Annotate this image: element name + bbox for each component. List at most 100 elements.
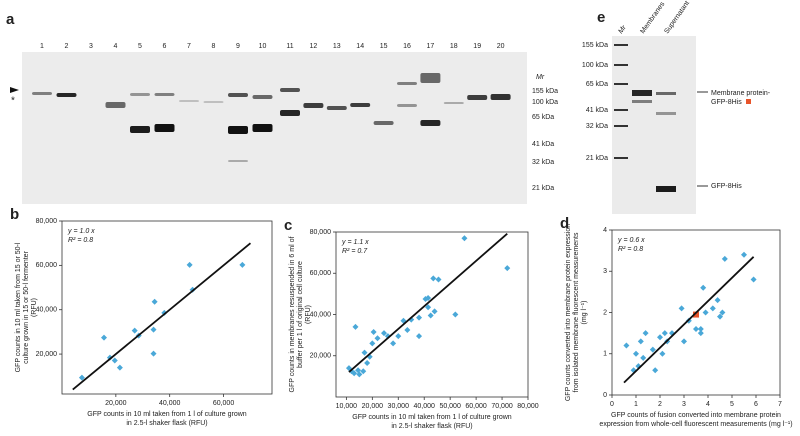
marker-label: 21 kDa	[532, 185, 554, 192]
plot-frame	[61, 220, 273, 395]
y-tick-label: 80,000	[310, 229, 332, 236]
x-tick-label: 5	[730, 401, 734, 408]
lane-label: 16	[403, 43, 411, 50]
gel-band	[656, 112, 676, 115]
x-tick-label: 40,000	[414, 403, 436, 410]
lane-label: 3	[89, 43, 93, 50]
y-tick-label: 0	[603, 392, 607, 399]
lane-label: 14	[356, 43, 364, 50]
point	[741, 251, 747, 258]
point	[717, 313, 723, 320]
point	[652, 367, 659, 374]
fit-line	[72, 242, 252, 391]
y-tick-label: 40,000	[36, 307, 58, 314]
point	[693, 326, 699, 332]
lane-label: 10	[259, 43, 267, 50]
gel-band	[154, 93, 175, 96]
x-tick-label: 3	[682, 401, 686, 408]
annotation: y = 1.1 x	[341, 239, 369, 246]
point	[361, 349, 368, 356]
point	[416, 333, 423, 340]
gel-band	[326, 106, 347, 110]
lane-label: 4	[114, 43, 118, 50]
gel-band	[228, 126, 248, 134]
gel-band	[420, 120, 441, 126]
panel-label: d	[560, 215, 569, 232]
point	[150, 326, 157, 333]
marker-label: 21 kDa	[586, 155, 608, 162]
point	[637, 338, 644, 345]
lane-label: Mr	[617, 24, 628, 35]
point	[381, 330, 387, 337]
gel-band	[303, 103, 324, 108]
panel-label: b	[10, 206, 19, 223]
y-tick-label: 4	[603, 227, 607, 234]
point	[370, 329, 377, 336]
marker-label: 100 kDa	[582, 62, 608, 69]
x-axis-label: GFP counts in 10 ml taken from 1 l of cu…	[352, 414, 511, 421]
point	[649, 346, 656, 353]
x-tick-label: 1	[634, 401, 638, 408]
point	[111, 357, 118, 364]
point	[697, 330, 704, 337]
lane-label: 19	[473, 43, 481, 50]
lane-label: 1	[40, 43, 44, 50]
y-axis-label: culture grown in 15 or 50-l fermenter	[23, 250, 30, 363]
point	[700, 284, 707, 291]
point	[390, 340, 397, 347]
x-tick-label: 50,000	[439, 403, 461, 410]
gel-band	[228, 160, 248, 162]
ladder-band	[614, 64, 628, 66]
lane-label: 6	[163, 43, 167, 50]
annotation: R² = 0.8	[68, 237, 93, 244]
point	[427, 312, 434, 319]
point	[425, 304, 432, 311]
y-tick-label: 2	[603, 309, 607, 316]
x-tick-label: 20,000	[362, 403, 384, 410]
gel-band	[252, 95, 273, 99]
point	[681, 338, 687, 345]
x-tick-label: 2	[658, 401, 662, 408]
marker-title: Mr	[536, 74, 545, 81]
annotation: y = 1.0 x	[67, 228, 95, 235]
marker-label: 41 kDa	[532, 141, 554, 148]
marker-label: 155 kDa	[532, 88, 558, 95]
point	[151, 298, 158, 305]
point	[356, 371, 363, 378]
x-tick-label: 70,000	[491, 403, 513, 410]
y-axis-label: from isolated membrane fluorescent measu…	[573, 232, 580, 392]
panel-label: e	[597, 9, 605, 26]
x-axis-label: in 2.5-l shaker flask (RFU)	[126, 420, 207, 427]
gel-band	[397, 104, 417, 107]
point	[101, 334, 107, 341]
x-tick-label: 80,000	[517, 403, 539, 410]
gel-band	[350, 103, 371, 107]
annotation: Membrane protein-	[711, 90, 771, 97]
point	[369, 340, 376, 347]
gel-band	[32, 92, 52, 95]
point	[360, 368, 367, 375]
gel-band	[130, 126, 150, 133]
gel-band	[130, 93, 150, 96]
x-axis-label: expression from whole-cell fluorescent m…	[599, 421, 792, 428]
lane-label: 5	[138, 43, 142, 50]
lane-label: 8	[212, 43, 216, 50]
marker-label: 32 kDa	[586, 123, 608, 130]
point	[416, 314, 423, 321]
marker-label: 65 kDa	[586, 81, 608, 88]
y-axis-label: GFP counts converted into membrane prote…	[565, 224, 572, 401]
point	[364, 359, 371, 366]
gel-band	[632, 100, 652, 103]
lane-label: 7	[187, 43, 191, 50]
point	[435, 276, 442, 283]
point	[714, 297, 721, 304]
y-axis-label: (mg l⁻¹)	[581, 301, 588, 325]
point	[395, 333, 402, 340]
point	[430, 275, 437, 282]
point	[661, 330, 668, 337]
x-tick-label: 60,000	[213, 400, 235, 407]
point	[404, 326, 411, 333]
x-tick-label: 10,000	[336, 403, 358, 410]
gel-band	[656, 92, 676, 95]
